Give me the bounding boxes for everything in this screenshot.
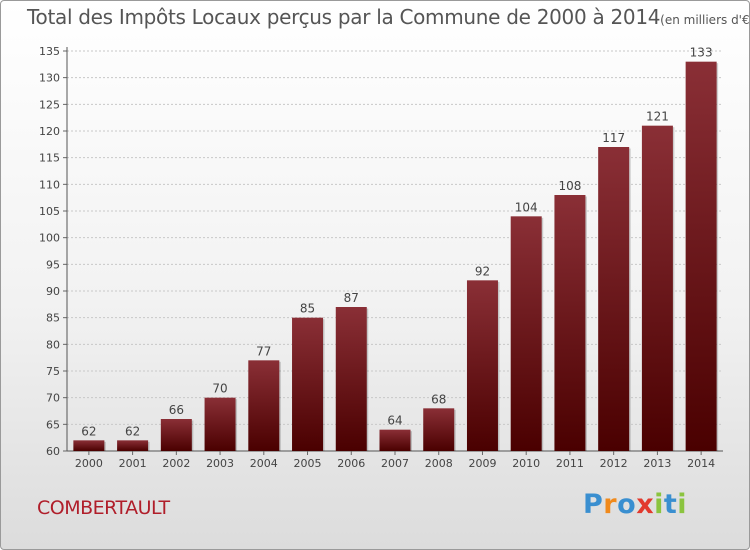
y-tick-label: 115 [39, 152, 60, 165]
y-tick-label: 90 [46, 285, 60, 298]
x-tick-label: 2008 [425, 457, 453, 470]
y-tick-label: 75 [46, 365, 60, 378]
y-tick-label: 125 [39, 98, 60, 111]
bar [685, 61, 717, 452]
data-label: 62 [125, 424, 140, 438]
y-tick-label: 80 [46, 338, 60, 351]
logo-letter: o [617, 489, 637, 520]
data-label: 77 [256, 344, 271, 358]
bar [379, 429, 411, 451]
bar [423, 408, 455, 451]
x-tick-label: 2006 [337, 457, 365, 470]
bar [292, 317, 324, 451]
x-tick-label: 2013 [643, 457, 671, 470]
chart-title: Total des Impôts Locaux perçus par la Co… [27, 5, 750, 29]
labels: 60 65 70 75 80 85 90 95 100 105 110 115 120 125 130 135… [39, 45, 715, 470]
bar [335, 307, 367, 451]
x-tick-label: 2000 [75, 457, 103, 470]
x-tick-label: 2007 [381, 457, 409, 470]
data-label: 87 [344, 291, 359, 305]
x-tick-label: 2001 [119, 457, 147, 470]
logo-letter: P [583, 489, 604, 520]
x-tick-label: 2014 [687, 457, 715, 470]
x-tick-label: 2003 [206, 457, 234, 470]
x-tick-label: 2002 [162, 457, 190, 470]
data-label: 104 [515, 200, 538, 214]
data-label: 62 [81, 424, 96, 438]
y-tick-label: 70 [46, 392, 60, 405]
grid-lines [67, 50, 723, 425]
data-label: 66 [169, 403, 184, 417]
data-label: 133 [690, 46, 713, 60]
data-label: 64 [387, 414, 402, 428]
y-tick-label: 130 [39, 72, 60, 85]
y-tick-label: 85 [46, 312, 60, 325]
bars [73, 61, 719, 452]
y-tick-label: 65 [46, 418, 60, 431]
bar [248, 360, 280, 451]
x-tick-label: 2009 [468, 457, 496, 470]
logo-letter: r [603, 489, 618, 520]
y-tick-label: 120 [39, 125, 60, 138]
x-tick-label: 2010 [512, 457, 540, 470]
bar [598, 147, 630, 451]
bar [641, 125, 673, 452]
x-tick-label: 2005 [294, 457, 322, 470]
y-tick-label: 60 [46, 445, 60, 458]
title-text: Total des Impôts Locaux perçus par la Co… [27, 5, 661, 29]
data-label: 121 [646, 110, 669, 124]
data-label: 108 [558, 179, 581, 193]
x-tick-label: 2004 [250, 457, 278, 470]
bar [466, 280, 498, 451]
bar [117, 440, 149, 451]
y-tick-label: 135 [39, 45, 60, 58]
data-label: 85 [300, 302, 315, 316]
y-tick-label: 100 [39, 232, 60, 245]
bar [204, 397, 236, 451]
y-tick-label: 105 [39, 205, 60, 218]
commune-name: COMBERTAULT [37, 497, 170, 519]
bar [554, 195, 586, 451]
proxiti-logo: Proxiti [583, 489, 687, 520]
x-tick-label: 2012 [600, 457, 628, 470]
bar [73, 440, 105, 451]
bar [160, 419, 192, 451]
data-label: 70 [212, 382, 227, 396]
logo-letter: i [654, 489, 664, 520]
logo-letter: i [677, 489, 688, 520]
y-tick-label: 110 [39, 178, 60, 191]
logo-letter: x [636, 489, 655, 520]
y-tick-label: 95 [46, 258, 60, 271]
title-unit: (en milliers d'€) [660, 13, 750, 27]
x-tick-label: 2011 [556, 457, 584, 470]
logo-letter: t [663, 489, 678, 520]
data-label: 68 [431, 392, 446, 406]
data-label: 92 [475, 264, 490, 278]
data-label: 117 [602, 131, 625, 145]
bar [510, 216, 542, 451]
